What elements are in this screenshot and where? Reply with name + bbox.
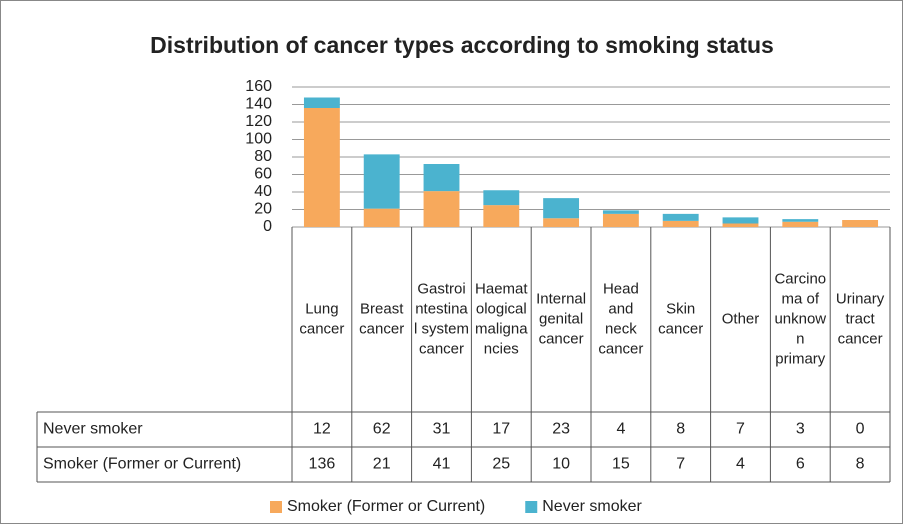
y-tick-label: 60 bbox=[254, 166, 272, 183]
legend-label: Smoker (Former or Current) bbox=[287, 498, 485, 515]
category-label: Urinary tract cancer bbox=[836, 290, 885, 347]
bar-segment bbox=[543, 198, 580, 219]
y-tick-label: 100 bbox=[245, 131, 272, 148]
row-header: Smoker (Former or Current) bbox=[43, 456, 241, 473]
table-value: 7 bbox=[736, 421, 745, 438]
category-label: Skin cancer bbox=[658, 300, 703, 337]
bar-segment bbox=[842, 220, 879, 227]
legend-label: Never smoker bbox=[542, 498, 642, 515]
bar-segment bbox=[543, 218, 580, 227]
bar-segment bbox=[423, 164, 460, 192]
table-value: 21 bbox=[373, 456, 391, 473]
table-value: 12 bbox=[313, 421, 331, 438]
bar-segment bbox=[782, 219, 819, 222]
chart-title: Distribution of cancer types according t… bbox=[150, 32, 774, 58]
table-value: 15 bbox=[612, 456, 630, 473]
table-value: 6 bbox=[796, 456, 805, 473]
table-value: 17 bbox=[492, 421, 510, 438]
bar-segment bbox=[303, 108, 340, 227]
category-label: Lung cancer bbox=[299, 300, 344, 337]
table-value: 8 bbox=[856, 456, 865, 473]
table-value: 4 bbox=[616, 421, 625, 438]
category-label: Haemat ological maligna ncies bbox=[475, 280, 528, 357]
bar-segment bbox=[483, 205, 520, 227]
table-value: 0 bbox=[856, 421, 865, 438]
table-value: 8 bbox=[676, 421, 685, 438]
table-value: 25 bbox=[492, 456, 510, 473]
y-tick-label: 20 bbox=[254, 201, 272, 218]
table-value: 31 bbox=[433, 421, 451, 438]
bar-segment bbox=[602, 210, 639, 214]
y-tick-label: 160 bbox=[245, 78, 272, 95]
y-tick-label: 80 bbox=[254, 148, 272, 165]
legend-swatch bbox=[525, 501, 538, 513]
category-label: Internal genital cancer bbox=[536, 290, 586, 347]
category-label: Head and neck cancer bbox=[598, 280, 643, 357]
legend-swatch bbox=[270, 501, 282, 513]
bar-segment bbox=[602, 213, 639, 227]
bar-segment bbox=[423, 191, 460, 227]
bar-segment bbox=[662, 213, 699, 221]
bar-segment bbox=[782, 221, 819, 227]
y-tick-label: 40 bbox=[254, 183, 272, 200]
category-label: Breast cancer bbox=[359, 300, 404, 337]
table-value: 62 bbox=[373, 421, 391, 438]
bar-segment bbox=[722, 217, 759, 224]
bar-segment bbox=[303, 97, 340, 108]
table-value: 3 bbox=[796, 421, 805, 438]
bar-segment bbox=[483, 190, 520, 206]
y-tick-label: 0 bbox=[263, 218, 272, 235]
y-tick-label: 140 bbox=[245, 96, 272, 113]
table-value: 23 bbox=[552, 421, 570, 438]
y-tick-label: 120 bbox=[245, 113, 272, 130]
category-label: Gastroi ntestina l system cancer bbox=[414, 280, 469, 357]
category-label: Carcino ma of unknow n primary bbox=[774, 270, 826, 367]
bar-segment bbox=[722, 223, 759, 227]
table-value: 4 bbox=[736, 456, 745, 473]
table-value: 41 bbox=[433, 456, 451, 473]
table-value: 136 bbox=[309, 456, 336, 473]
bar-segment bbox=[363, 154, 400, 209]
table-value: 7 bbox=[676, 456, 685, 473]
row-header: Never smoker bbox=[43, 421, 143, 438]
table-value: 10 bbox=[552, 456, 570, 473]
bar-segment bbox=[363, 208, 400, 227]
bar-segment bbox=[662, 220, 699, 227]
category-label: Other bbox=[722, 310, 760, 327]
